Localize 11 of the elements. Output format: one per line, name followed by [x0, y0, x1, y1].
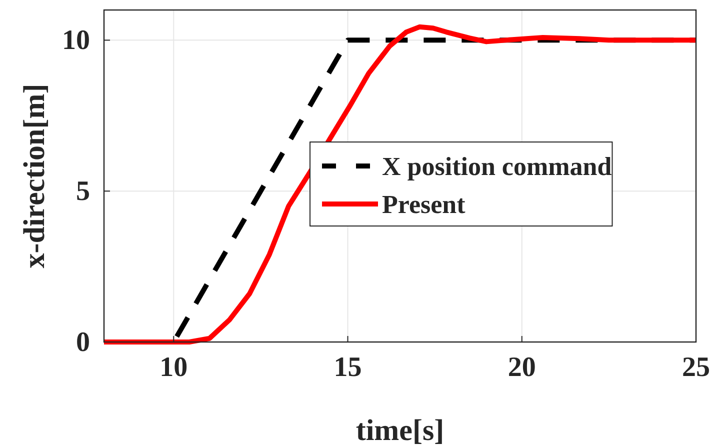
legend-label: Present [382, 190, 466, 219]
x-tick-label: 20 [508, 352, 536, 383]
x-tick-label: 15 [334, 352, 362, 383]
x-tick-label: 25 [682, 352, 710, 383]
y-axis-title: x-direction[m] [18, 84, 51, 268]
y-tick-label: 0 [76, 326, 90, 358]
legend-label: X position command [382, 152, 612, 181]
x-axis-title: time[s] [356, 414, 444, 447]
y-tick-label: 5 [76, 176, 90, 208]
y-tick-label: 10 [62, 25, 90, 56]
x-tick-label: 10 [160, 352, 188, 383]
